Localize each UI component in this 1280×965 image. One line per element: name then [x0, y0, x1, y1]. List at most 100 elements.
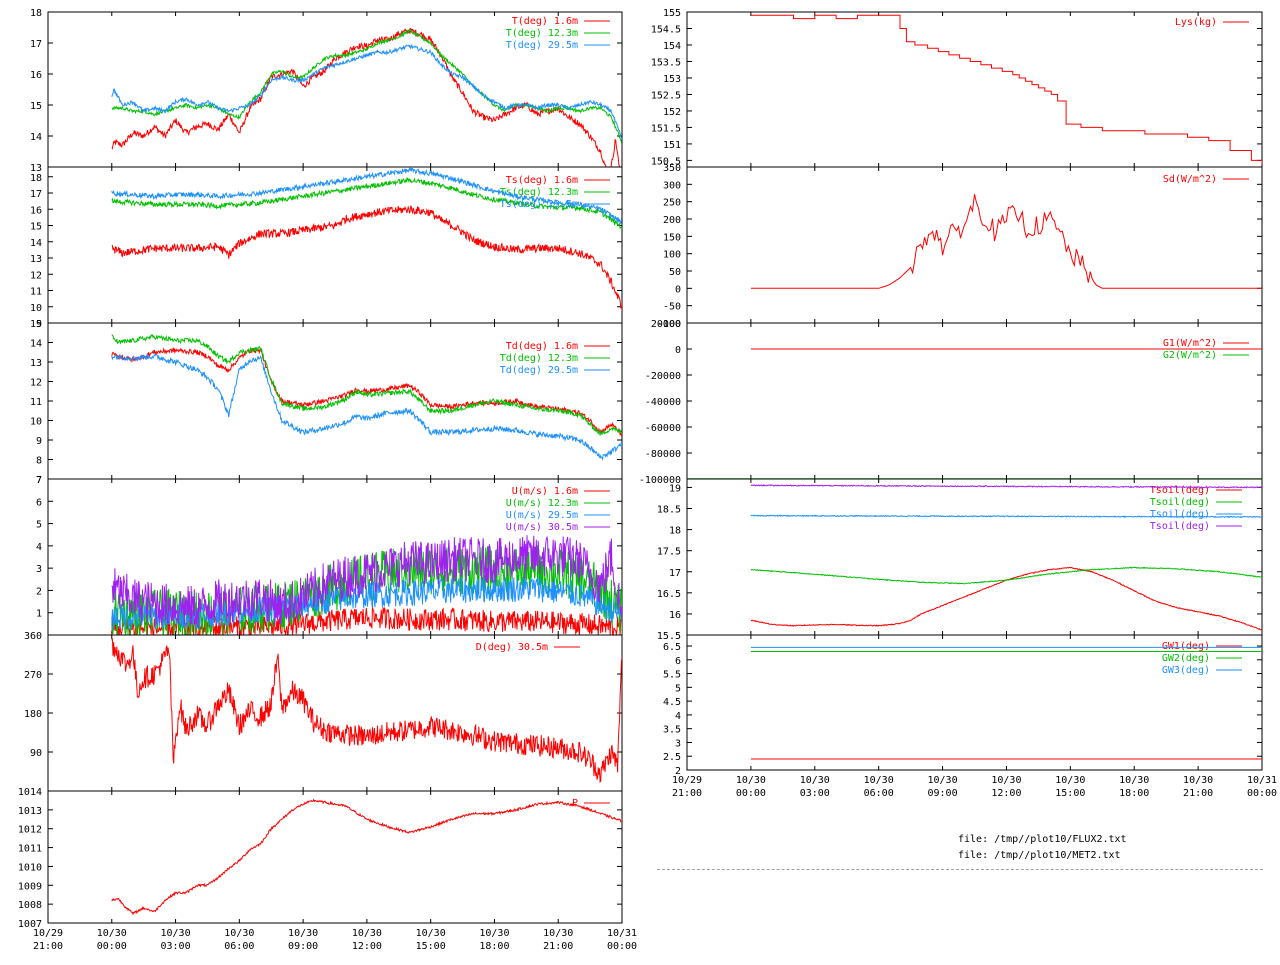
y-tick-label: 1010	[18, 862, 42, 873]
y-tick-label: 9	[36, 436, 42, 447]
y-tick-label: 11	[30, 287, 42, 298]
y-tick-label: 3	[36, 564, 42, 575]
y-tick-label: 100	[663, 250, 681, 261]
y-tick-label: 0	[675, 345, 681, 356]
x-tick-date: 10/30	[1119, 775, 1149, 786]
legend-label: GW3(deg)	[1162, 665, 1210, 676]
y-tick-label: 20000	[651, 319, 681, 330]
legend-label: U(m/s) 1.6m	[512, 486, 578, 497]
y-tick-label: 13	[30, 254, 42, 265]
legend-label: U(m/s) 29.5m	[506, 510, 578, 521]
y-tick-label: 18.5	[657, 505, 681, 516]
series-line	[111, 167, 622, 225]
panel-mass: 150.5 151 151.5 152 152.5 153 153.5 154 154.5 155…	[651, 8, 1263, 168]
y-tick-label: 151	[663, 140, 681, 151]
y-tick-label: 154.5	[651, 24, 681, 35]
y-tick-label: 1014	[18, 787, 42, 798]
legend-label: Sd(W/m^2)	[1163, 174, 1217, 185]
series-line	[111, 535, 622, 629]
y-tick-label: 17	[669, 568, 681, 579]
x-tick-time: 12:00	[352, 941, 382, 952]
y-tick-label: -20000	[645, 371, 681, 382]
series-line	[750, 194, 1262, 289]
y-tick-label: 90	[30, 748, 42, 759]
panel-air-temperature: 13 14 15 16 17 18 T(deg) 1.6mT(deg) 12.3mT(deg…	[30, 8, 623, 174]
panel-groundwater-temperature: 2 2.5 3 3.5 4 4.5 5 5.5 6 6.5 GW1(deg)GW2(deg)GW3(…	[663, 634, 1277, 799]
y-tick-label: 151.5	[651, 123, 681, 134]
series-line	[750, 484, 1262, 489]
y-tick-label: -80000	[645, 449, 681, 460]
x-tick-date: 10/29	[672, 775, 702, 786]
series-line	[111, 798, 622, 916]
x-tick-date: 10/30	[1055, 775, 1085, 786]
y-tick-label: 350	[663, 163, 681, 174]
series-line	[750, 566, 1262, 631]
y-tick-label: 2.5	[663, 752, 681, 763]
x-tick-time: 15:00	[416, 941, 446, 952]
x-tick-date: 10/30	[224, 928, 254, 939]
y-tick-label: 7	[36, 475, 42, 486]
y-tick-label: 153	[663, 74, 681, 85]
y-tick-label: 18	[669, 526, 681, 537]
y-tick-label: 250	[663, 198, 681, 209]
y-tick-label: 1	[36, 609, 42, 620]
y-tick-label: 10	[30, 303, 42, 314]
y-tick-label: 152	[663, 107, 681, 118]
x-tick-date: 10/30	[288, 928, 318, 939]
y-tick-label: 8	[36, 456, 42, 467]
y-tick-label: 16	[30, 205, 42, 216]
x-tick-time: 18:00	[479, 941, 509, 952]
legend-label: D(deg) 30.5m	[476, 642, 548, 653]
series-line	[111, 205, 622, 311]
y-tick-label: 15	[30, 222, 42, 233]
x-tick-time: 06:00	[224, 941, 254, 952]
plot-frame	[47, 790, 623, 924]
x-tick-time: 00:00	[736, 788, 766, 799]
y-tick-label: 16	[669, 610, 681, 621]
y-tick-label: 150.5	[651, 156, 681, 167]
y-tick-label: 17	[30, 189, 42, 200]
legend-label: G1(W/m^2)	[1163, 338, 1217, 349]
legend-label: Td(deg) 29.5m	[500, 365, 578, 376]
y-tick-label: 270	[24, 670, 42, 681]
legend-label: Ts(deg) 1.6m	[506, 175, 578, 186]
y-tick-label: 12	[30, 378, 42, 389]
x-tick-date: 10/30	[991, 775, 1021, 786]
y-tick-label: 16	[30, 70, 42, 81]
series-line	[111, 43, 622, 140]
y-tick-label: 180	[24, 709, 42, 720]
series-line	[111, 606, 622, 635]
y-tick-label: 15	[30, 101, 42, 112]
x-tick-time: 12:00	[991, 788, 1021, 799]
x-tick-date: 10/29	[33, 928, 63, 939]
x-tick-date: 10/31	[607, 928, 637, 939]
x-tick-time: 00:00	[1247, 788, 1277, 799]
y-tick-label: 1007	[18, 919, 42, 930]
legend-label: Td(deg) 12.3m	[500, 353, 578, 364]
x-tick-time: 09:00	[928, 788, 958, 799]
legend-label: Ts(deg) 12.3m	[500, 187, 578, 198]
y-tick-label: 153.5	[651, 57, 681, 68]
x-tick-time: 18:00	[1119, 788, 1149, 799]
x-tick-time: 21:00	[33, 941, 63, 952]
panel-pressure: 1007 1008 1009 1010 1011 1012 1013 1014 P 10/29 21…	[18, 787, 637, 952]
legend-label: Tsoil(deg)	[1150, 509, 1210, 520]
y-tick-label: 154	[663, 41, 681, 52]
y-tick-label: 11	[30, 397, 42, 408]
legend-label: Tsoil(deg)	[1150, 521, 1210, 532]
x-tick-time: 21:00	[1183, 788, 1213, 799]
y-tick-label: -40000	[645, 397, 681, 408]
plot-frame	[686, 634, 1263, 771]
legend-label: T(deg) 1.6m	[512, 16, 578, 27]
y-tick-label: 1013	[18, 806, 42, 817]
x-tick-date: 10/30	[161, 928, 191, 939]
x-tick-time: 21:00	[543, 941, 573, 952]
y-tick-label: 9	[36, 319, 42, 330]
legend-label: P	[572, 798, 578, 809]
y-tick-label: 14	[30, 339, 42, 350]
y-tick-label: 300	[663, 180, 681, 191]
legend-label: Ts(deg) 29.5m	[500, 199, 578, 210]
